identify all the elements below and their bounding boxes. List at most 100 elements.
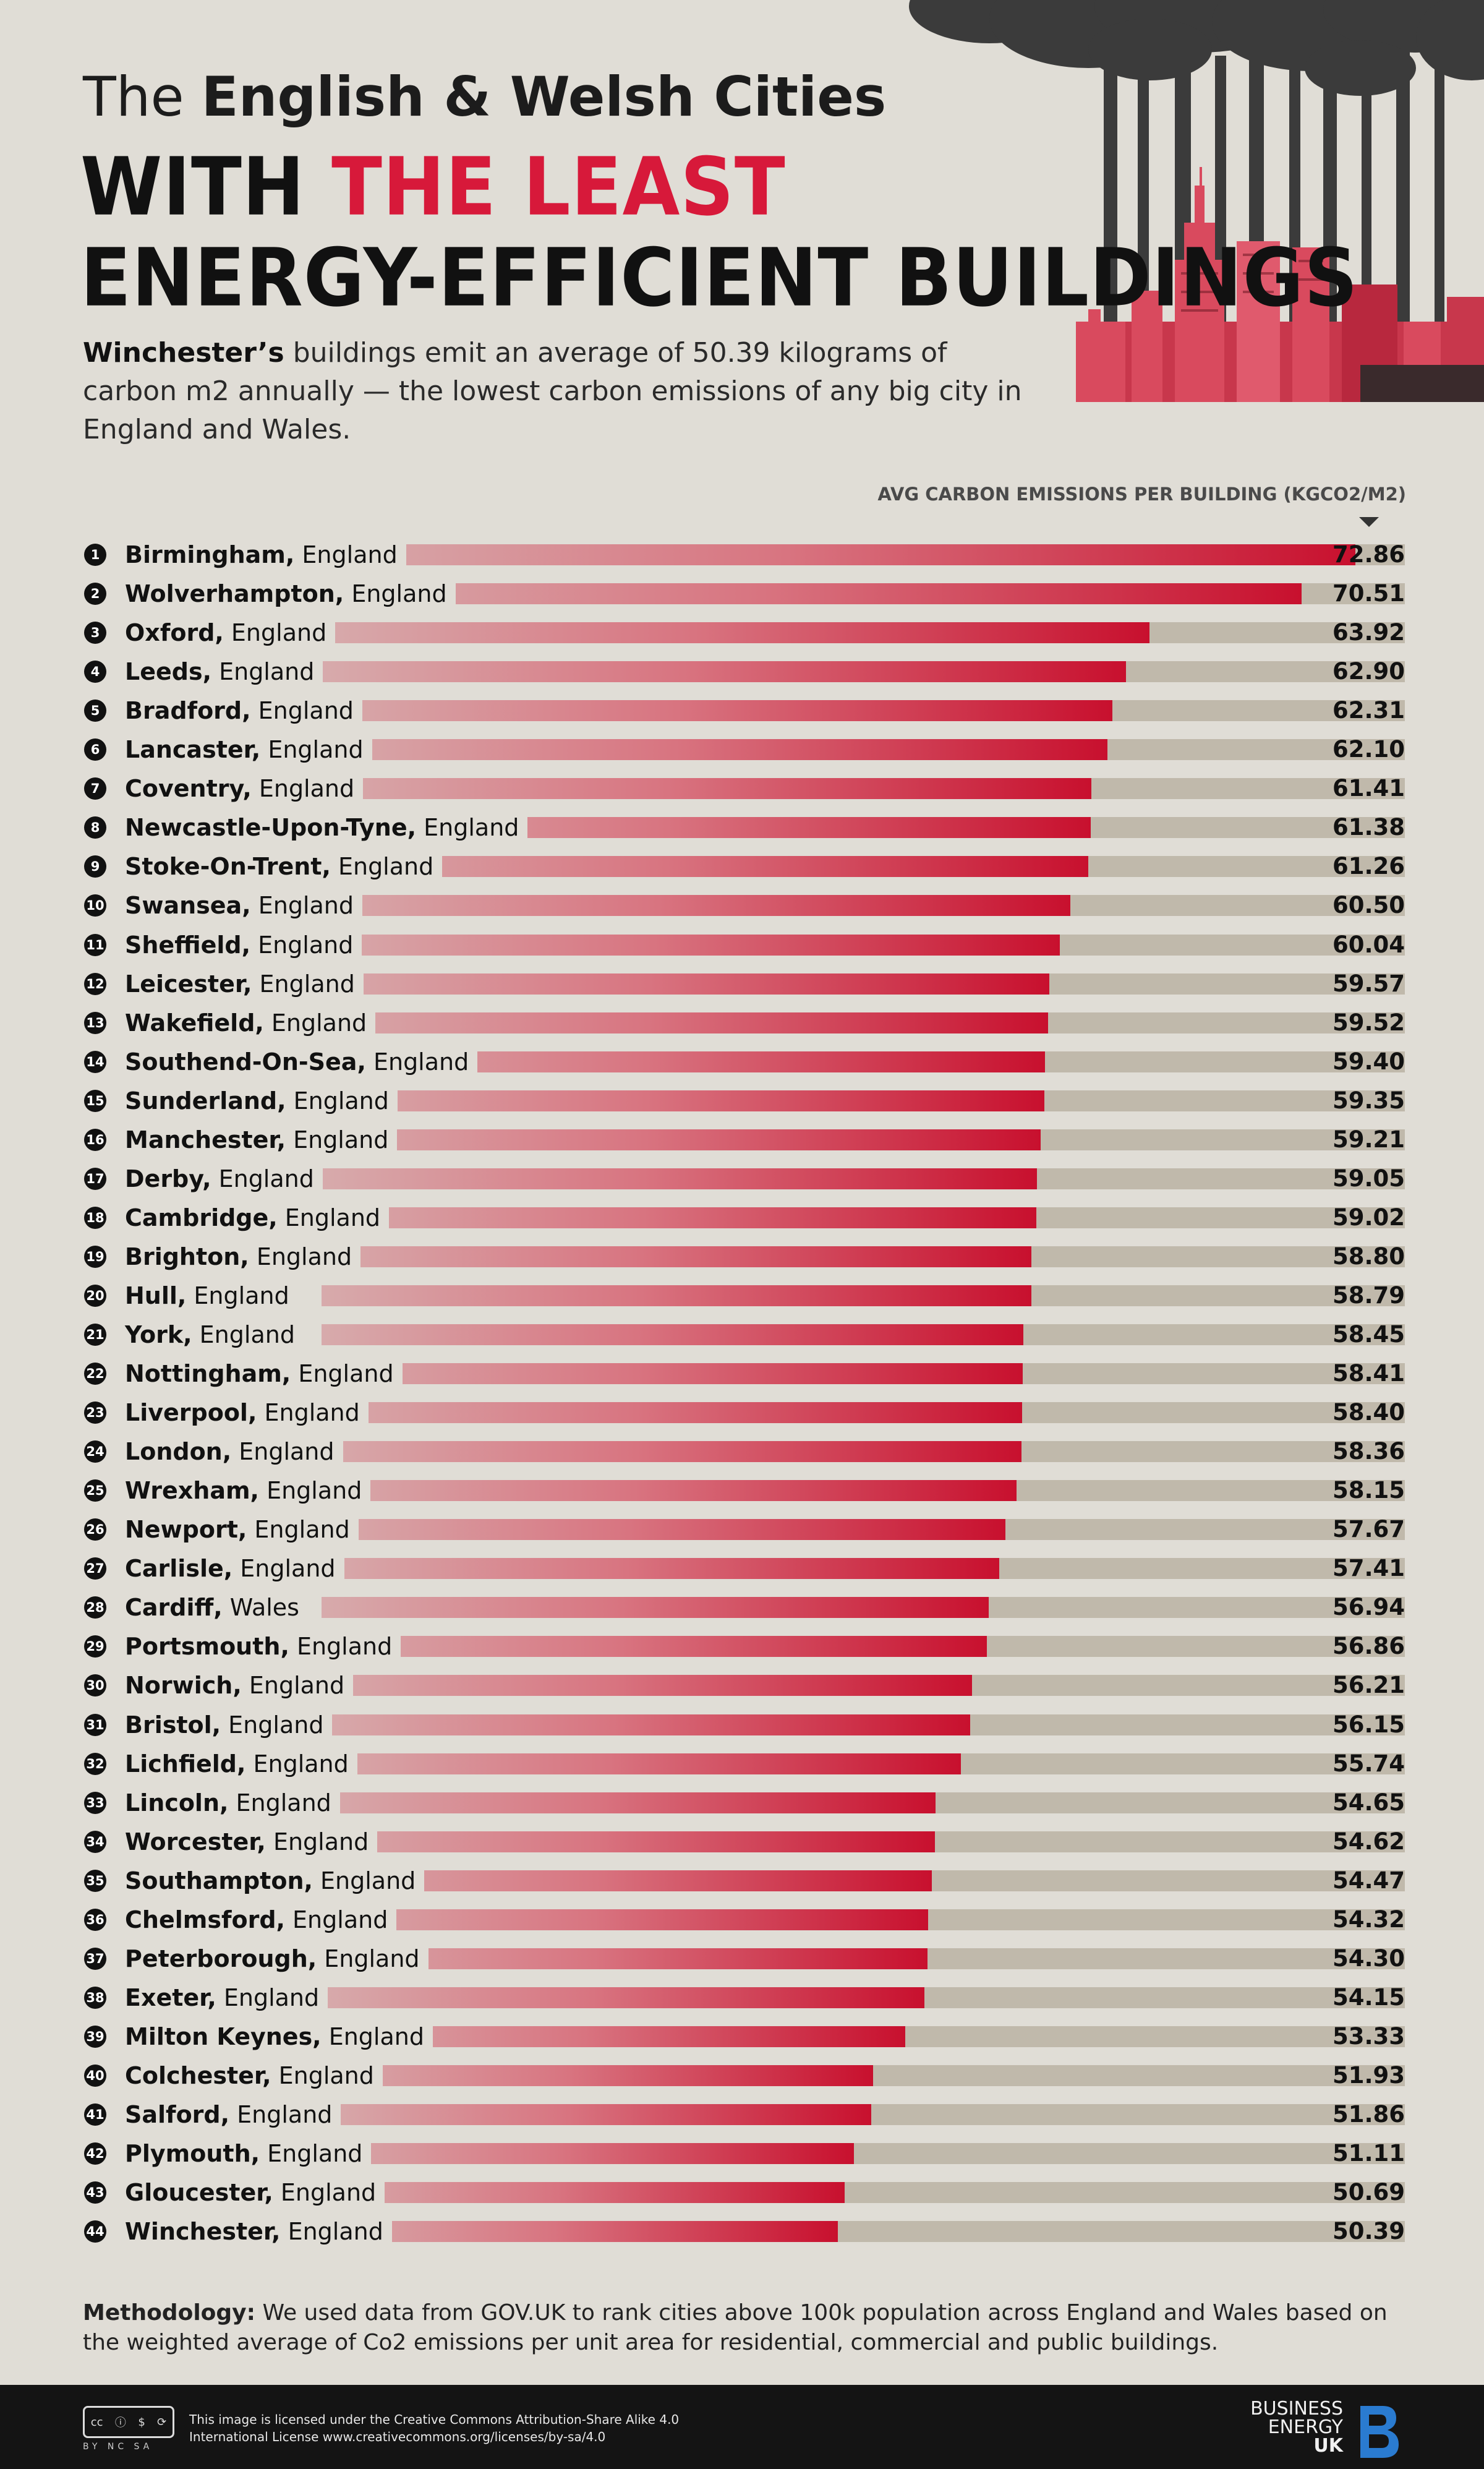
- rank-badge: 36: [84, 1908, 106, 1931]
- row-label: Derby, England: [125, 1166, 323, 1191]
- building-windows: [1181, 254, 1323, 312]
- row-label: Leicester, England: [125, 971, 364, 996]
- country-name: England: [247, 1516, 350, 1544]
- rank-badge: 37: [84, 1947, 106, 1970]
- bar: [322, 2065, 874, 2086]
- rank-badge: 9: [84, 855, 106, 878]
- city-name: Oxford,: [125, 619, 224, 647]
- chart-row: 43 Gloucester, England 50.69: [0, 2179, 1484, 2207]
- chart-row: 8 Newcastle-Upon-Tyne, England 61.38: [0, 815, 1484, 841]
- bar: [322, 1441, 1021, 1463]
- country-name: England: [280, 2218, 383, 2246]
- chart-row: 32 Lichfield, England 55.74: [0, 1750, 1484, 1778]
- country-name: England: [294, 541, 398, 568]
- country-name: England: [245, 1750, 349, 1778]
- data-label: 50.39: [1332, 2218, 1405, 2245]
- data-label: 58.36: [1332, 1438, 1405, 1465]
- bar: [322, 1285, 1031, 1306]
- data-label: 54.65: [1332, 1789, 1405, 1816]
- data-label: 59.05: [1332, 1165, 1405, 1192]
- row-label: Chelmsford, England: [125, 1907, 397, 1932]
- chart-row: 39 Milton Keynes, England 53.33: [0, 2024, 1484, 2049]
- rank-badge: 16: [84, 1128, 106, 1151]
- title-highlight: THE LEAST: [331, 141, 786, 234]
- bar: [322, 1987, 924, 2008]
- title-line-1: The English & Welsh Cities: [83, 65, 886, 129]
- country-name: England: [273, 2179, 377, 2207]
- rank-badge: 22: [84, 1363, 106, 1385]
- bar: [322, 1753, 962, 1774]
- bar: [322, 1090, 1044, 1111]
- city-name: Cambridge,: [125, 1204, 278, 1231]
- country-name: England: [271, 2061, 374, 2089]
- city-name: Sunderland,: [125, 1087, 286, 1115]
- city-name: Bristol,: [125, 1711, 221, 1739]
- country-name: England: [192, 1321, 295, 1348]
- data-label: 51.86: [1332, 2101, 1405, 2128]
- bar: [322, 1168, 1038, 1189]
- row-label: Bradford, England: [125, 698, 362, 724]
- chart-row: 5 Bradford, England 62.31: [0, 698, 1484, 724]
- license-line-2: International License www.creativecommon…: [189, 2429, 606, 2444]
- data-label: 58.45: [1332, 1321, 1405, 1348]
- city-name: Wrexham,: [125, 1477, 259, 1505]
- rank-badge: 30: [84, 1674, 106, 1697]
- chart-row: 31 Bristol, England 56.15: [0, 1711, 1484, 1739]
- data-label: 56.15: [1332, 1711, 1405, 1738]
- bar: [322, 1636, 987, 1658]
- city-name: Nottingham,: [125, 1360, 291, 1388]
- bar-chart: 1 Birmingham, England 72.86 2 Wolverhampton,…: [0, 541, 1484, 2246]
- rank-badge: 39: [84, 2025, 106, 2048]
- bar: [322, 1207, 1037, 1228]
- bar: [322, 856, 1088, 878]
- city-name: Exeter,: [125, 1983, 216, 2011]
- country-name: England: [317, 1945, 420, 1972]
- city-name: Leeds,: [125, 658, 212, 686]
- brand-line-2: ENERGY: [1268, 2416, 1343, 2438]
- chart-row: 29 Portsmouth, England 56.86: [0, 1634, 1484, 1659]
- chart-row: 30 Norwich, England 56.21: [0, 1673, 1484, 1698]
- rank-badge: 31: [84, 1713, 106, 1736]
- rank-badge: 13: [84, 1011, 106, 1034]
- chart-row: 4 Leeds, England 62.90: [0, 658, 1484, 686]
- row-label: Plymouth, England: [125, 2141, 372, 2167]
- chart-row: 10 Swansea, England 60.50: [0, 893, 1484, 918]
- rank-badge: 24: [84, 1440, 106, 1463]
- country-name: England: [265, 1828, 369, 1855]
- data-label: 59.57: [1332, 970, 1405, 997]
- country-name: England: [344, 580, 447, 608]
- row-label: Coventry, England: [125, 776, 364, 802]
- chart-row: 35 Southampton, England 54.47: [0, 1868, 1484, 1893]
- chart-row: 3 Oxford, England 63.92: [0, 619, 1484, 647]
- country-name: England: [186, 1282, 289, 1309]
- row-label: Salford, England: [125, 2102, 341, 2127]
- rank-badge: 2: [84, 583, 106, 605]
- row-label: Brighton, England: [125, 1244, 361, 1269]
- data-label: 62.10: [1332, 736, 1405, 763]
- rank-badge: 35: [84, 1869, 106, 1892]
- rank-badge: 15: [84, 1089, 106, 1112]
- row-label: Worcester, England: [125, 1828, 378, 1855]
- rank-badge: 44: [84, 2220, 106, 2243]
- city-name: Newport,: [125, 1516, 247, 1544]
- country-name: England: [228, 1789, 331, 1816]
- city-name: Lincoln,: [125, 1789, 229, 1816]
- chart-row: 20 Hull, England 58.79: [0, 1283, 1484, 1308]
- brand-logo-text: BUSINESS ENERGY UK: [1250, 2400, 1400, 2455]
- rank-badge: 1: [84, 544, 106, 566]
- city-name: Sheffield,: [125, 931, 251, 959]
- chart-row: 14 Southend-On-Sea, England 59.40: [0, 1048, 1484, 1076]
- rank-badge: 29: [84, 1635, 106, 1658]
- city-name: Swansea,: [125, 892, 251, 920]
- chart-row: 33 Lincoln, England 54.65: [0, 1789, 1484, 1816]
- bar: [322, 778, 1092, 800]
- chart-row: 7 Coventry, England 61.41: [0, 776, 1484, 802]
- chart-row: 36 Chelmsford, England 54.32: [0, 1907, 1484, 1932]
- chart-row: 12 Leicester, England 59.57: [0, 970, 1484, 997]
- bar: [322, 1831, 936, 1852]
- brand-logo-icon: [1360, 2406, 1399, 2458]
- chart-row: 37 Peterborough, England 54.30: [0, 1946, 1484, 1971]
- city-name: Southend-On-Sea,: [125, 1048, 366, 1076]
- value-column-header: AVG CARBON EMISSIONS PER BUILDING (KGCO2…: [877, 484, 1406, 505]
- row-label: Carlisle, England: [125, 1556, 344, 1581]
